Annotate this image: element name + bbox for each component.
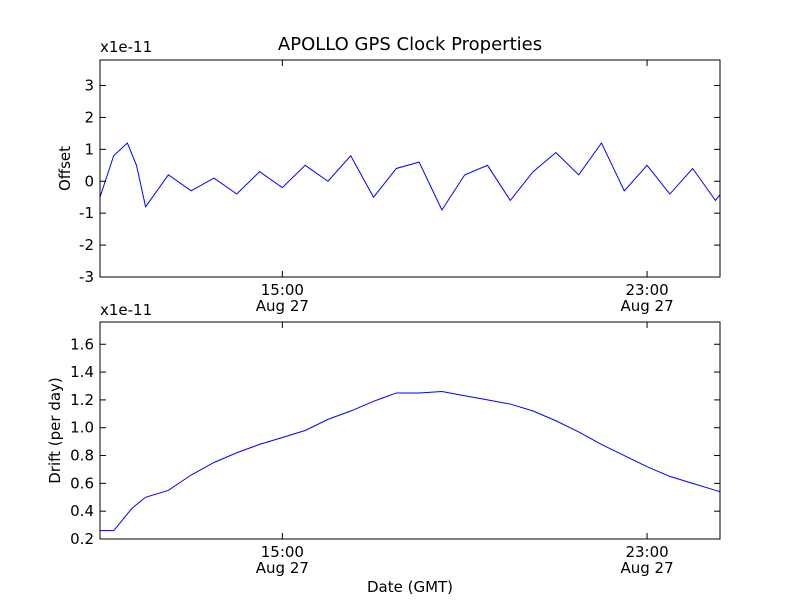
y-tick-label: 0.2 <box>70 530 94 548</box>
y-tick-label: 0 <box>84 172 94 190</box>
y-tick-label: 0.4 <box>70 502 94 520</box>
x-tick-label-time: 23:00 <box>625 543 668 561</box>
y-axis-multiplier: x1e-11 <box>100 301 152 319</box>
y-axis-label: Drift (per day) <box>46 377 64 484</box>
y-tick-label: 1 <box>84 140 94 158</box>
y-tick-label: 1.4 <box>70 363 94 381</box>
chart-title: APOLLO GPS Clock Properties <box>278 34 542 55</box>
y-tick-label: -1 <box>79 204 94 222</box>
axes-frame <box>99 59 721 278</box>
x-tick-label-date: Aug 27 <box>256 297 309 315</box>
x-tick-label-time: 15:00 <box>261 543 304 561</box>
data-series-line <box>100 391 720 532</box>
y-tick-label: -3 <box>79 268 94 286</box>
y-tick-label: 2 <box>84 108 94 126</box>
y-axis-multiplier: x1e-11 <box>100 38 152 56</box>
y-tick-label: 1.6 <box>70 335 94 353</box>
x-tick-label-date: Aug 27 <box>620 559 673 577</box>
x-tick-label-date: Aug 27 <box>256 559 309 577</box>
x-tick-label-time: 23:00 <box>625 281 668 299</box>
data-series-line <box>100 141 720 212</box>
y-tick-label: 1.2 <box>70 391 94 409</box>
y-axis-label: Offset <box>56 146 74 191</box>
y-tick-label: -2 <box>79 236 94 254</box>
x-tick-label-date: Aug 27 <box>620 297 673 315</box>
x-tick-label-time: 15:00 <box>261 281 304 299</box>
y-tick-label: 3 <box>84 77 94 95</box>
y-tick-label: 0.6 <box>70 474 94 492</box>
x-axis-label: Date (GMT) <box>367 578 453 596</box>
y-tick-label: 1.0 <box>70 419 94 437</box>
y-tick-label: 0.8 <box>70 447 94 465</box>
axes-frame <box>99 321 721 540</box>
